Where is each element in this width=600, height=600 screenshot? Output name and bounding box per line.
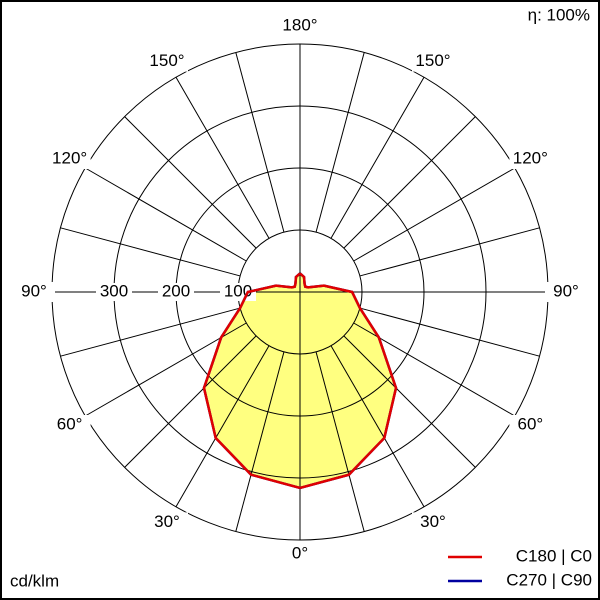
label-bg: [509, 149, 552, 169]
angle-label: 60°: [518, 414, 544, 433]
spoke: [330, 76, 425, 239]
spoke: [315, 52, 365, 233]
spoke: [343, 335, 476, 468]
angle-label: 0°: [292, 543, 308, 562]
spoke: [124, 116, 257, 249]
label-bg: [412, 51, 454, 72]
angle-label: 30°: [154, 512, 180, 531]
label-bg: [279, 16, 321, 36]
spoke: [353, 322, 516, 417]
legend-label: C270 | C90: [506, 570, 592, 589]
spoke: [175, 345, 270, 508]
spoke: [124, 335, 257, 468]
intensity-curve: [299, 272, 398, 490]
angle-label: 150°: [415, 51, 450, 70]
angle-label: 60°: [57, 414, 83, 433]
intensity-curve: [202, 272, 301, 490]
r-tick-label: 200: [162, 281, 190, 300]
spoke: [60, 307, 241, 357]
spoke: [330, 345, 425, 508]
efficiency-label: η: 100%: [528, 5, 590, 24]
label-bg: [48, 415, 91, 435]
label-bg: [158, 283, 194, 301]
label-bg: [279, 544, 321, 564]
label-bg: [545, 282, 587, 302]
spoke: [359, 227, 540, 277]
spoke: [353, 167, 516, 262]
angle-label: 90°: [553, 281, 579, 300]
angle-label: 150°: [149, 51, 184, 70]
spoke: [175, 76, 270, 239]
unit-label: cd/klm: [10, 571, 59, 590]
label-bg: [48, 149, 91, 169]
angle-label: 30°: [420, 512, 446, 531]
angle-label: 120°: [52, 148, 87, 167]
spoke: [235, 52, 285, 233]
label-bg: [13, 282, 55, 302]
angle-label: 120°: [513, 148, 548, 167]
angle-label: 90°: [21, 281, 47, 300]
spoke: [235, 351, 285, 532]
label-bg: [96, 283, 132, 301]
spoke: [84, 322, 247, 417]
label-bg: [412, 512, 454, 533]
spoke: [84, 167, 247, 262]
label-bg: [146, 51, 188, 72]
legend-label: C180 | C0: [516, 546, 592, 565]
label-bg: [146, 512, 188, 533]
angle-label: 180°: [282, 15, 317, 34]
label-bg: [509, 415, 552, 435]
r-tick-label: 300: [100, 281, 128, 300]
spoke: [359, 307, 540, 357]
spoke: [60, 227, 241, 277]
spoke: [343, 116, 476, 249]
spoke: [315, 351, 365, 532]
